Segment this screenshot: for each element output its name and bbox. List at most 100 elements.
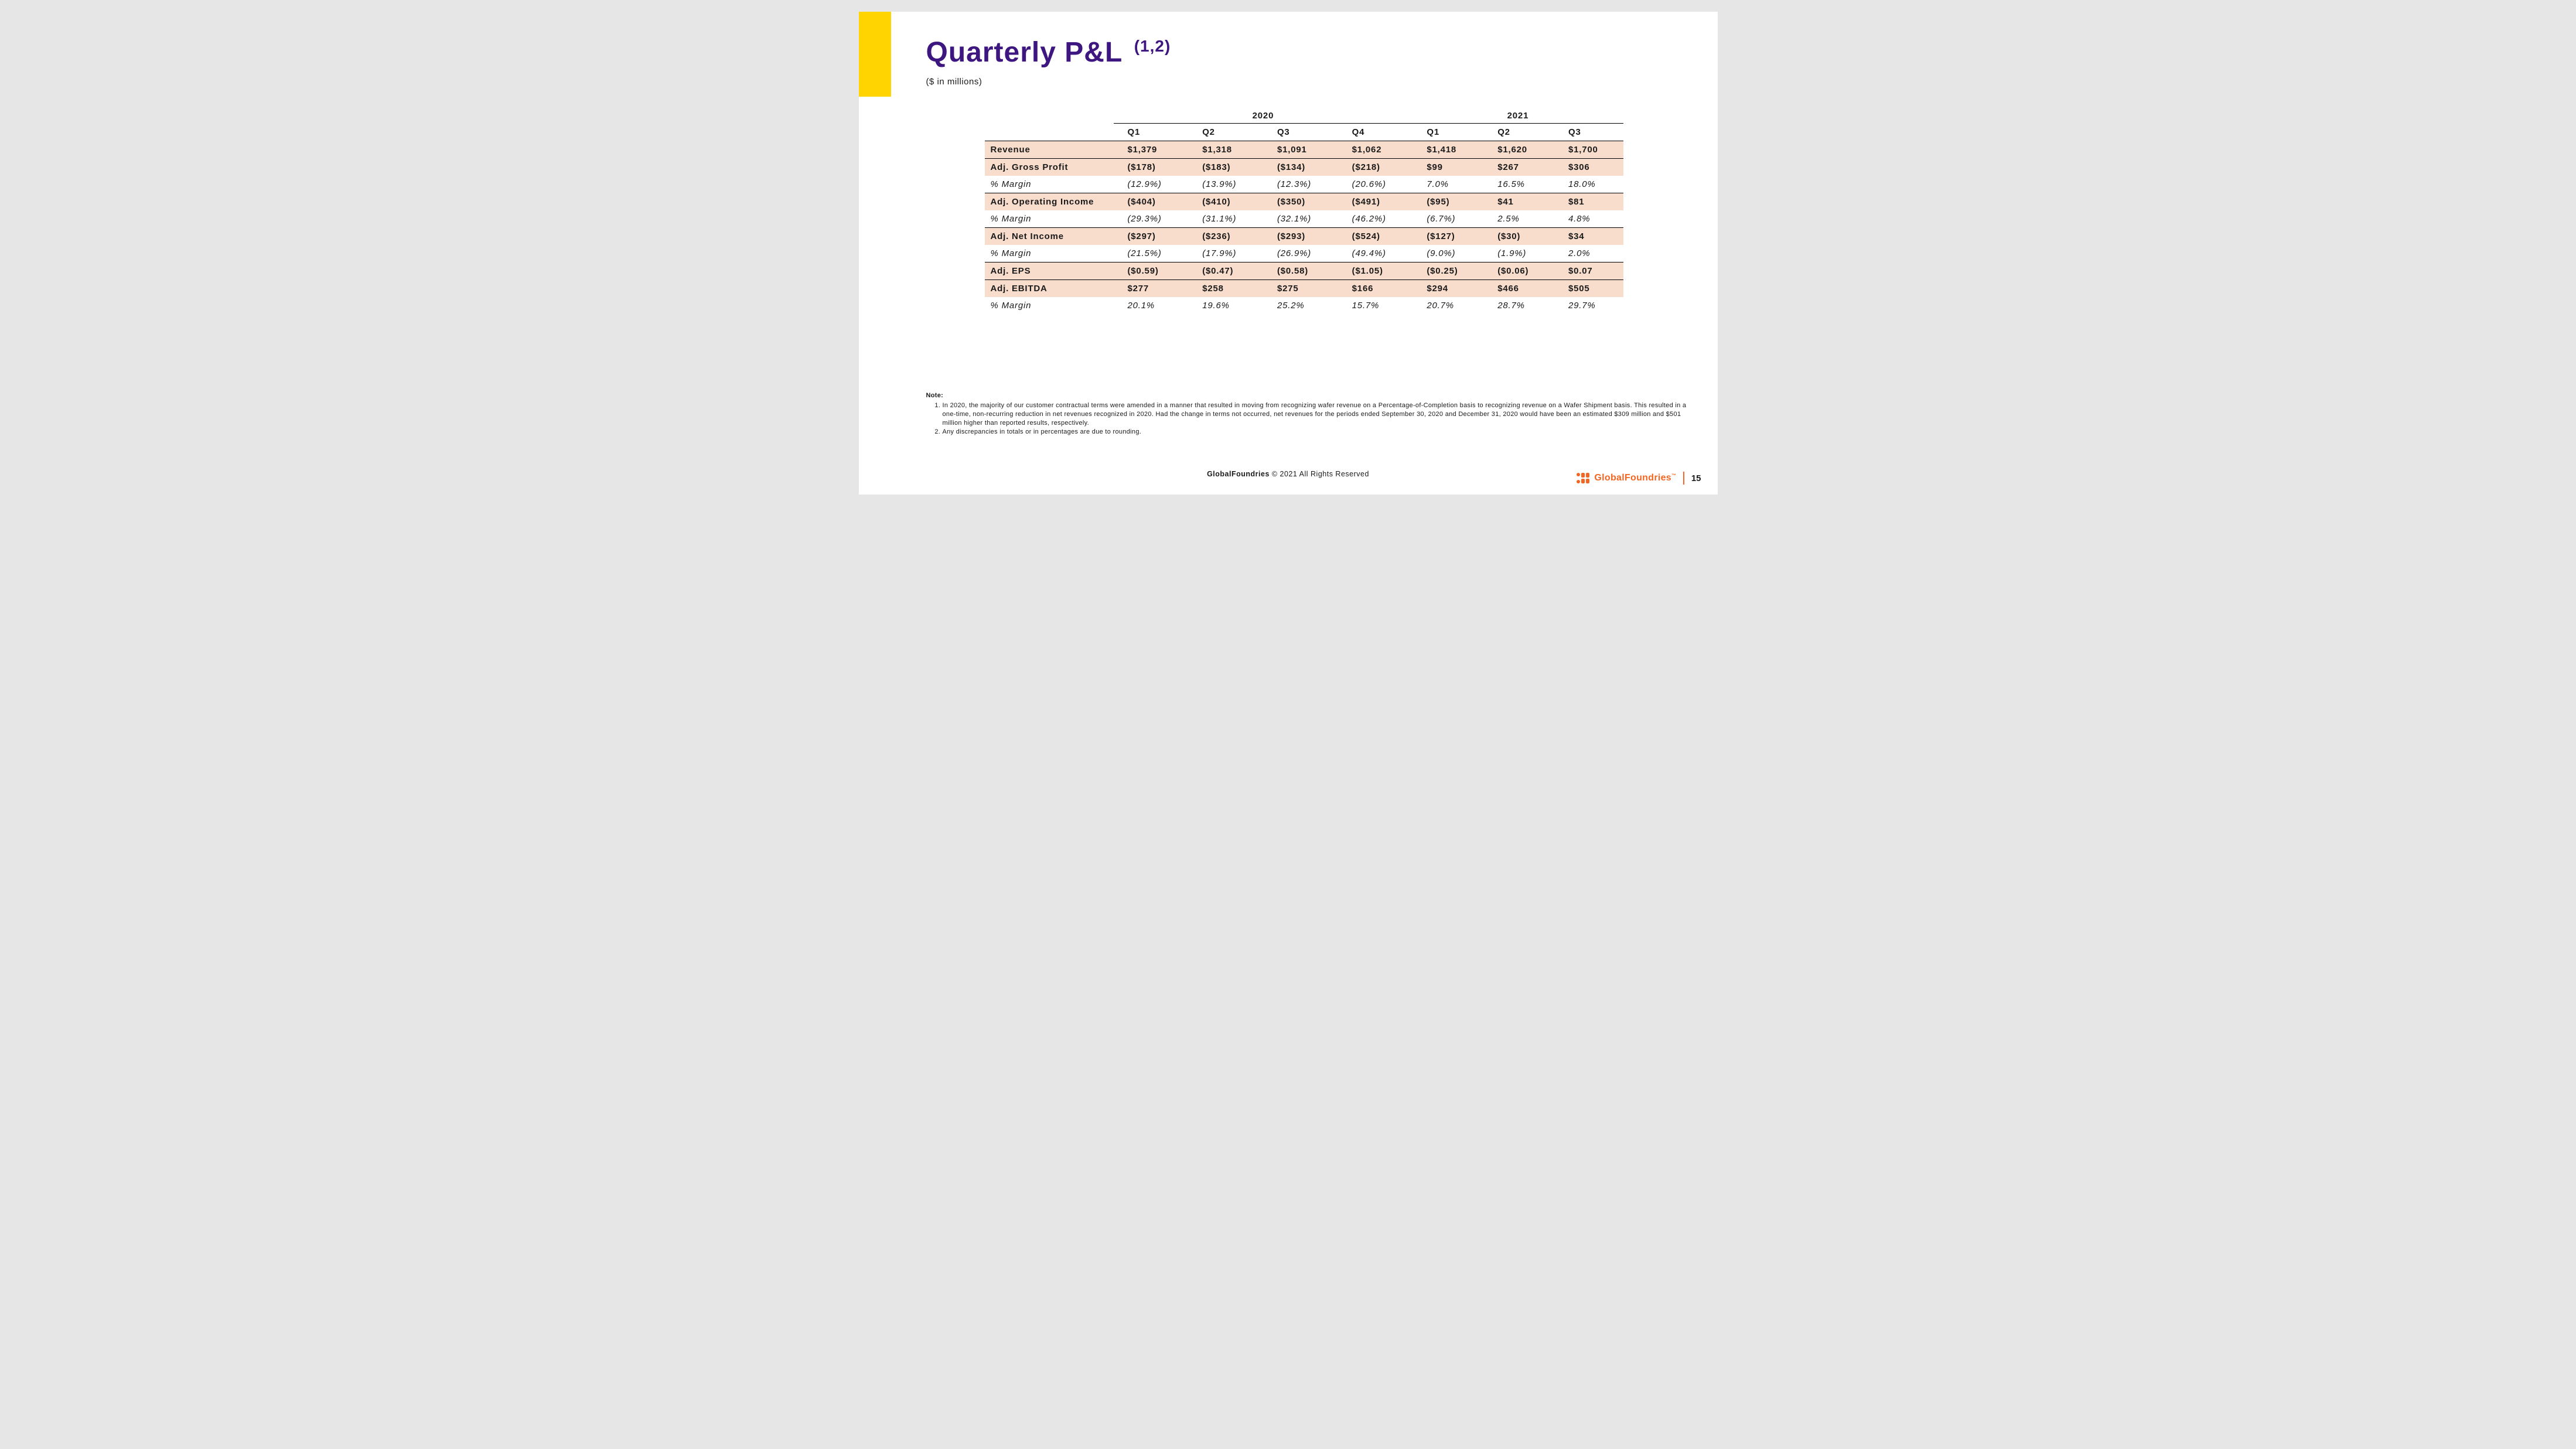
table-row: % Margin(12.9%)(13.9%)(12.3%)(20.6%)7.0%… — [985, 176, 1623, 193]
cell-value: 2.5% — [1483, 210, 1554, 228]
cell-value: ($127) — [1412, 228, 1483, 246]
cell-value: 16.5% — [1483, 176, 1554, 193]
footnotes: Note: In 2020, the majority of our custo… — [926, 391, 1694, 437]
cell-value: 4.8% — [1554, 210, 1623, 228]
table-row: % Margin(21.5%)(17.9%)(26.9%)(49.4%)(9.0… — [985, 245, 1623, 262]
accent-bar — [859, 12, 891, 97]
cell-value: $1,620 — [1483, 141, 1554, 159]
table-row: % Margin20.1%19.6%25.2%15.7%20.7%28.7%29… — [985, 297, 1623, 314]
cell-value: $275 — [1263, 280, 1338, 298]
cell-value: ($0.59) — [1114, 262, 1189, 280]
quarter-header: Q2 — [1483, 124, 1554, 141]
cell-value: (46.2%) — [1338, 210, 1413, 228]
cell-value: 20.7% — [1412, 297, 1483, 314]
footer: GlobalFoundries © 2021 All Rights Reserv… — [859, 470, 1718, 484]
logo-text-val: GlobalFoundries — [1594, 473, 1671, 483]
subtitle: ($ in millions) — [926, 77, 1683, 87]
cell-value: $1,418 — [1412, 141, 1483, 159]
cell-value: ($218) — [1338, 159, 1413, 176]
cell-value: (17.9%) — [1188, 245, 1263, 262]
cell-value: (9.0%) — [1412, 245, 1483, 262]
quarter-header: Q1 — [1114, 124, 1189, 141]
cell-value: $41 — [1483, 193, 1554, 211]
cell-value: ($236) — [1188, 228, 1263, 246]
cell-value: $1,318 — [1188, 141, 1263, 159]
page-separator — [1683, 472, 1684, 485]
cell-value: (1.9%) — [1483, 245, 1554, 262]
slide: Quarterly P&L (1,2) ($ in millions) 2020… — [859, 12, 1718, 495]
row-label: Adj. Net Income — [985, 228, 1114, 246]
cell-value: (31.1%) — [1188, 210, 1263, 228]
cell-value: 15.7% — [1338, 297, 1413, 314]
logo-mark-icon — [1575, 471, 1591, 485]
title-text: Quarterly P&L — [926, 37, 1122, 68]
table-row: % Margin(29.3%)(31.1%)(32.1%)(46.2%)(6.7… — [985, 210, 1623, 228]
cell-value: $1,379 — [1114, 141, 1189, 159]
table-row: Revenue$1,379$1,318$1,091$1,062$1,418$1,… — [985, 141, 1623, 159]
cell-value: ($491) — [1338, 193, 1413, 211]
row-label: % Margin — [985, 176, 1114, 193]
content-area: Quarterly P&L (1,2) ($ in millions) 2020… — [926, 36, 1683, 314]
cell-value: 29.7% — [1554, 297, 1623, 314]
table-head: 20202021 Q1Q2Q3Q4Q1Q2Q3 — [985, 107, 1623, 141]
cell-value: ($350) — [1263, 193, 1338, 211]
cell-value: ($95) — [1412, 193, 1483, 211]
cell-value: $505 — [1554, 280, 1623, 298]
pl-table: 20202021 Q1Q2Q3Q4Q1Q2Q3 Revenue$1,379$1,… — [985, 107, 1623, 314]
row-label: % Margin — [985, 297, 1114, 314]
note-list: In 2020, the majority of our customer co… — [926, 401, 1694, 437]
page-title: Quarterly P&L (1,2) — [926, 36, 1683, 69]
quarter-header-row: Q1Q2Q3Q4Q1Q2Q3 — [985, 124, 1623, 141]
quarter-header: Q4 — [1338, 124, 1413, 141]
note-item: Any discrepancies in totals or in percen… — [943, 428, 1694, 437]
cell-value: ($404) — [1114, 193, 1189, 211]
cell-value: 2.0% — [1554, 245, 1623, 262]
footer-copyright: GlobalFoundries © 2021 All Rights Reserv… — [1207, 470, 1369, 478]
cell-value: ($0.06) — [1483, 262, 1554, 280]
cell-value: ($30) — [1483, 228, 1554, 246]
table-row: Adj. Net Income($297)($236)($293)($524)(… — [985, 228, 1623, 246]
table-row: Adj. EPS($0.59)($0.47)($0.58)($1.05)($0.… — [985, 262, 1623, 280]
footer-right: GlobalFoundries™ 15 — [1575, 471, 1701, 485]
cell-value: 18.0% — [1554, 176, 1623, 193]
cell-value: (20.6%) — [1338, 176, 1413, 193]
cell-value: $294 — [1412, 280, 1483, 298]
year-header: 2020 — [1114, 107, 1413, 124]
row-label: % Margin — [985, 210, 1114, 228]
cell-value: 7.0% — [1412, 176, 1483, 193]
cell-value: $166 — [1338, 280, 1413, 298]
cell-value: (12.9%) — [1114, 176, 1189, 193]
title-superscript: (1,2) — [1134, 37, 1171, 55]
quarter-header: Q3 — [1263, 124, 1338, 141]
cell-value: ($0.58) — [1263, 262, 1338, 280]
cell-value: (6.7%) — [1412, 210, 1483, 228]
row-label: Adj. EBITDA — [985, 280, 1114, 298]
logo-text: GlobalFoundries™ — [1594, 473, 1676, 483]
cell-value: 25.2% — [1263, 297, 1338, 314]
quarter-header: Q3 — [1554, 124, 1623, 141]
cell-value: 20.1% — [1114, 297, 1189, 314]
cell-value: (29.3%) — [1114, 210, 1189, 228]
cell-value: ($1.05) — [1338, 262, 1413, 280]
table-row: Adj. Gross Profit($178)($183)($134)($218… — [985, 159, 1623, 176]
pl-table-wrap: 20202021 Q1Q2Q3Q4Q1Q2Q3 Revenue$1,379$1,… — [985, 107, 1623, 314]
cell-value: (21.5%) — [1114, 245, 1189, 262]
table-body: Revenue$1,379$1,318$1,091$1,062$1,418$1,… — [985, 141, 1623, 315]
cell-value: $267 — [1483, 159, 1554, 176]
cell-value: $306 — [1554, 159, 1623, 176]
cell-value: (49.4%) — [1338, 245, 1413, 262]
note-heading: Note: — [926, 391, 1694, 400]
cell-value: 28.7% — [1483, 297, 1554, 314]
cell-value: $258 — [1188, 280, 1263, 298]
table-row: Adj. EBITDA$277$258$275$166$294$466$505 — [985, 280, 1623, 298]
cell-value: 19.6% — [1188, 297, 1263, 314]
cell-value: $1,091 — [1263, 141, 1338, 159]
row-label: % Margin — [985, 245, 1114, 262]
cell-value: ($183) — [1188, 159, 1263, 176]
cell-value: (12.3%) — [1263, 176, 1338, 193]
cell-value: ($0.25) — [1412, 262, 1483, 280]
cell-value: $1,062 — [1338, 141, 1413, 159]
cell-value: ($293) — [1263, 228, 1338, 246]
row-label: Adj. EPS — [985, 262, 1114, 280]
row-label: Revenue — [985, 141, 1114, 159]
